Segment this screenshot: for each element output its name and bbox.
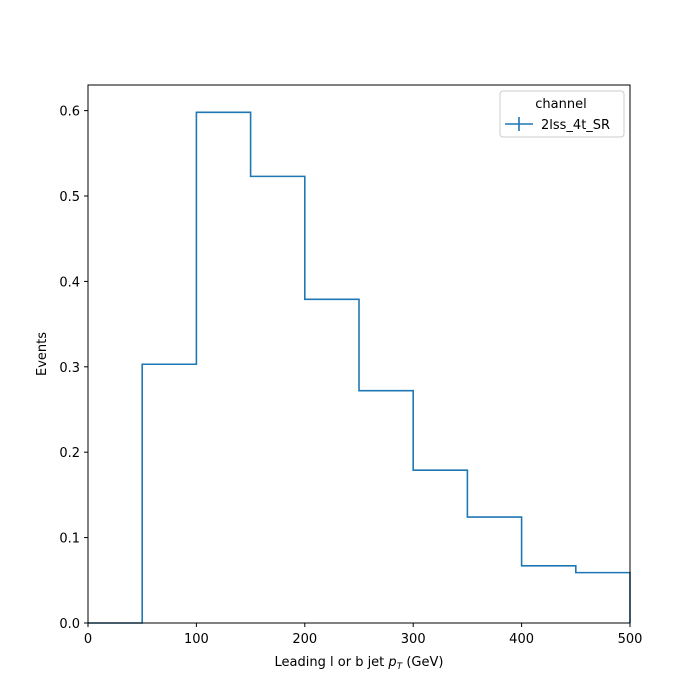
histogram-bin: [576, 573, 630, 623]
y-tick-label: 0.2: [59, 446, 80, 461]
histogram-bin: [359, 391, 413, 623]
y-tick-label: 0.5: [59, 190, 80, 205]
legend: channel 2lss_4t_SR: [499, 90, 625, 138]
histogram-bin: [305, 299, 359, 623]
x-tick-label: 0: [84, 632, 92, 647]
plot-area: [88, 111, 631, 624]
y-tick-label: 0.0: [59, 617, 80, 632]
y-axis-label: Events: [35, 332, 50, 376]
histogram-bin: [196, 112, 250, 623]
y-tick-label: 0.4: [59, 275, 80, 290]
x-tick-label: 500: [618, 632, 643, 647]
y-tick-label: 0.1: [59, 532, 80, 547]
x-axis-label-unit: (GeV): [406, 655, 443, 670]
y-tick-label: 0.6: [59, 105, 80, 120]
legend-title: channel: [535, 97, 586, 112]
x-axis: 0 100 200 300 400 500: [84, 623, 643, 647]
x-tick-label: 400: [509, 632, 534, 647]
x-axis-label-sub: T: [397, 662, 404, 672]
x-tick-label: 300: [401, 632, 426, 647]
axes-frame: [87, 84, 631, 624]
histogram-bin: [142, 364, 196, 623]
x-tick-label: 200: [292, 632, 317, 647]
x-axis-label-pt: p: [387, 655, 396, 670]
x-tick-label: 100: [184, 632, 209, 647]
histogram-series-step: [88, 111, 631, 624]
histogram-bin: [467, 517, 521, 623]
histogram-bin: [522, 566, 576, 623]
histogram-bin: [251, 176, 305, 623]
legend-series-label: 2lss_4t_SR: [541, 118, 610, 133]
x-axis-label: Leading l or b jet pT (GeV): [275, 655, 444, 673]
histogram-bin: [413, 470, 467, 623]
legend-box: [499, 90, 625, 138]
y-tick-label: 0.3: [59, 361, 80, 376]
y-axis: 0.0 0.1 0.2 0.3 0.4 0.5 0.6: [59, 105, 88, 632]
